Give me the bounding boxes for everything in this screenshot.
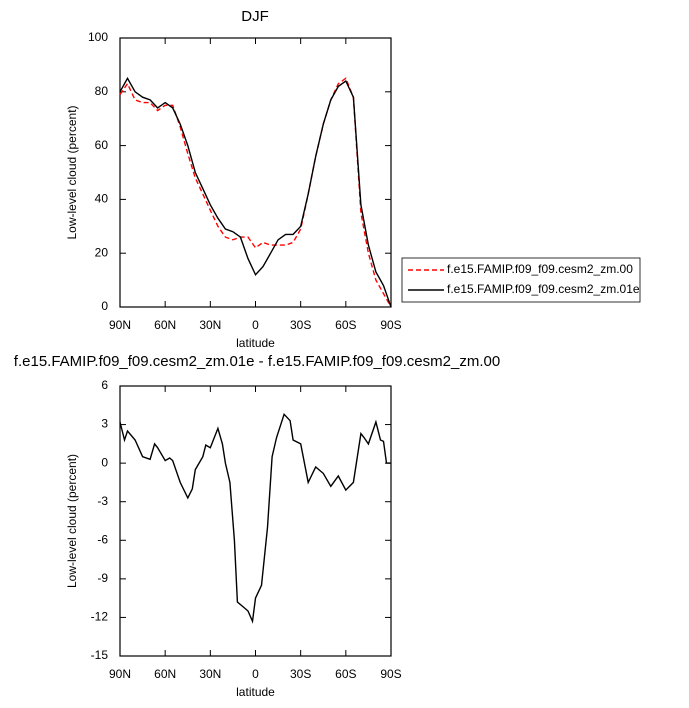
y-tick-label: -9 (97, 571, 108, 585)
plot-frame (119, 37, 392, 308)
y-tick-label: 80 (95, 84, 109, 98)
x-tick-label: 90S (380, 667, 401, 681)
y-tick-label: 6 (101, 378, 108, 392)
y-axis-label: Low-level cloud (percent) (65, 454, 79, 588)
y-tick-label: 0 (101, 455, 108, 469)
x-tick-label: 90S (380, 318, 401, 332)
legend-label: f.e15.FAMIP.f09_f09.cesm2_zm.00 (447, 262, 633, 276)
x-tick-label: 60N (154, 318, 176, 332)
plot-frame (119, 385, 392, 657)
y-tick-label: -3 (97, 494, 108, 508)
y-axis-label: Low-level cloud (percent) (65, 105, 79, 239)
x-tick-label: 90N (109, 667, 131, 681)
x-tick-label: 60S (335, 667, 356, 681)
data-line (119, 76, 392, 308)
y-tick-label: 3 (101, 417, 108, 431)
y-tick-label: -6 (97, 532, 108, 546)
chart-title: DJF (241, 8, 269, 25)
y-tick-label: 100 (88, 30, 108, 44)
y-tick-label: 60 (95, 138, 109, 152)
x-tick-label: 90N (109, 318, 131, 332)
y-tick-label: -15 (91, 648, 109, 662)
y-tick-label: 40 (95, 192, 109, 206)
chart-title: f.e15.FAMIP.f09_f09.cesm2_zm.01e - f.e15… (14, 353, 500, 370)
x-axis-label: latitude (236, 685, 275, 699)
legend-label: f.e15.FAMIP.f09_f09.cesm2_zm.01e (447, 282, 640, 296)
y-tick-label: -12 (91, 610, 109, 624)
x-axis-label: latitude (236, 336, 275, 350)
x-tick-label: 30N (199, 667, 221, 681)
x-tick-label: 30S (290, 318, 311, 332)
data-line (119, 77, 392, 308)
y-tick-label: 20 (95, 245, 109, 259)
x-tick-label: 0 (252, 667, 259, 681)
legend-box (401, 257, 641, 303)
data-line (119, 412, 391, 624)
x-tick-label: 30S (290, 667, 311, 681)
x-tick-label: 60S (335, 318, 356, 332)
y-tick-label: 0 (101, 299, 108, 313)
x-tick-label: 30N (199, 318, 221, 332)
x-tick-label: 60N (154, 667, 176, 681)
x-tick-label: 0 (252, 318, 259, 332)
